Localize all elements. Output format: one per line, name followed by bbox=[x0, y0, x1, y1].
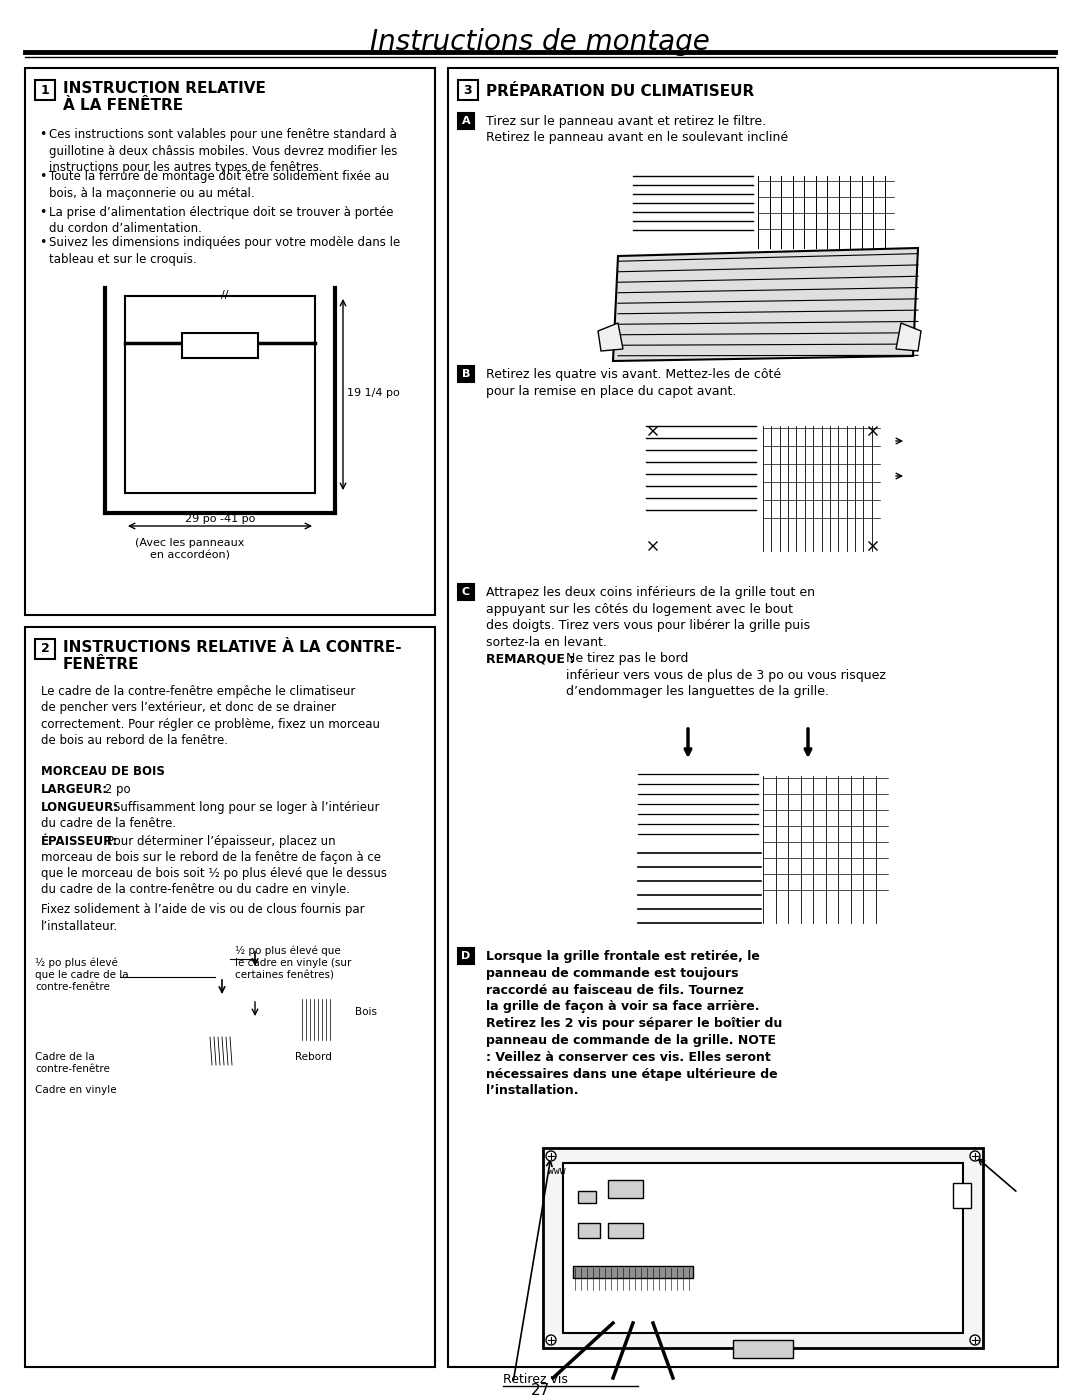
Text: Toute la ferrure de montage doit être solidement fixée au
bois, à la maçonnerie : Toute la ferrure de montage doit être so… bbox=[49, 170, 390, 200]
Text: (Avec les panneaux
en accordéon): (Avec les panneaux en accordéon) bbox=[135, 538, 245, 560]
Bar bbox=[953, 1183, 971, 1208]
Bar bbox=[608, 1222, 643, 1238]
Polygon shape bbox=[598, 323, 623, 351]
Text: morceau de bois sur le rebord de la fenêtre de façon à ce: morceau de bois sur le rebord de la fenê… bbox=[41, 851, 381, 863]
Text: D: D bbox=[461, 951, 471, 961]
Text: 2: 2 bbox=[41, 643, 50, 655]
Bar bbox=[573, 1266, 693, 1278]
Bar bbox=[448, 68, 1058, 1368]
Bar bbox=[563, 1162, 963, 1333]
Text: A: A bbox=[461, 116, 470, 126]
Text: B: B bbox=[462, 369, 470, 379]
Circle shape bbox=[970, 1151, 980, 1161]
Text: //: // bbox=[221, 291, 229, 300]
Polygon shape bbox=[613, 249, 918, 360]
Bar bbox=[578, 1192, 596, 1203]
Text: À LA FENÊTRE: À LA FENÊTRE bbox=[63, 98, 184, 113]
Text: ½ po plus élevé
que le cadre de la
contre-fenêtre: ½ po plus élevé que le cadre de la contr… bbox=[35, 957, 129, 992]
Text: Le cadre de la contre-fenêtre empêche le climatiseur
de pencher vers l’extérieur: Le cadre de la contre-fenêtre empêche le… bbox=[41, 685, 380, 747]
Bar bbox=[300, 997, 335, 1042]
Circle shape bbox=[546, 1151, 556, 1161]
Text: PRÉPARATION DU CLIMATISEUR: PRÉPARATION DU CLIMATISEUR bbox=[486, 84, 754, 99]
Bar bbox=[762, 425, 880, 553]
Text: www: www bbox=[548, 1166, 566, 1176]
Text: LARGEUR:: LARGEUR: bbox=[41, 782, 108, 796]
Text: Pour déterminer l’épaisseur, placez un: Pour déterminer l’épaisseur, placez un bbox=[107, 835, 336, 848]
Text: Ne tirez pas le bord
inférieur vers vous de plus de 3 po ou vous risquez
d’endom: Ne tirez pas le bord inférieur vers vous… bbox=[566, 652, 886, 698]
Text: 2 po: 2 po bbox=[102, 782, 131, 796]
Text: •: • bbox=[39, 205, 46, 219]
Bar bbox=[190, 1045, 320, 1067]
Bar bbox=[100, 529, 340, 541]
Text: 27: 27 bbox=[530, 1383, 550, 1397]
Bar bbox=[458, 366, 474, 381]
Bar bbox=[578, 1222, 600, 1238]
Text: Suivez les dimensions indiquées pour votre modèle dans le
tableau et sur le croq: Suivez les dimensions indiquées pour vot… bbox=[49, 236, 401, 265]
Text: que le morceau de bois soit ½ po plus élevé que le dessus: que le morceau de bois soit ½ po plus él… bbox=[41, 868, 387, 880]
Bar bbox=[762, 775, 888, 926]
Text: La prise d’alimentation électrique doit se trouver à portée
du cordon d’alimenta: La prise d’alimentation électrique doit … bbox=[49, 205, 393, 236]
Text: Suffisamment long pour se loger à l’intérieur: Suffisamment long pour se loger à l’inté… bbox=[113, 800, 379, 814]
Text: C: C bbox=[462, 587, 470, 597]
Bar bbox=[190, 988, 198, 1027]
Bar bbox=[35, 638, 55, 659]
Bar bbox=[642, 823, 727, 868]
Text: 3: 3 bbox=[463, 84, 472, 96]
Bar bbox=[25, 627, 435, 1368]
Text: •: • bbox=[39, 236, 46, 249]
Text: du cadre de la fenêtre.: du cadre de la fenêtre. bbox=[41, 817, 176, 830]
Text: Attrapez les deux coins inférieurs de la grille tout en
appuyant sur les côtés d: Attrapez les deux coins inférieurs de la… bbox=[486, 585, 815, 648]
Text: du cadre de la contre-fenêtre ou du cadre en vinyle.: du cadre de la contre-fenêtre ou du cadr… bbox=[41, 883, 350, 895]
Text: REMARQUE :: REMARQUE : bbox=[486, 652, 575, 665]
Bar bbox=[633, 766, 893, 930]
Text: INSTRUCTION RELATIVE: INSTRUCTION RELATIVE bbox=[63, 81, 266, 96]
Text: Cadre en vinyle: Cadre en vinyle bbox=[35, 1085, 117, 1095]
Text: Fixez solidement à l’aide de vis ou de clous fournis par
l’installateur.: Fixez solidement à l’aide de vis ou de c… bbox=[41, 902, 365, 933]
Text: 1: 1 bbox=[41, 84, 50, 96]
Bar bbox=[758, 170, 896, 253]
Bar bbox=[458, 80, 478, 101]
Text: Tirez sur le panneau avant et retirez le filtre.
Retirez le panneau avant en le : Tirez sur le panneau avant et retirez le… bbox=[486, 115, 788, 144]
Bar bbox=[638, 416, 888, 562]
Bar bbox=[245, 1011, 264, 1042]
Bar bbox=[458, 584, 474, 599]
Text: Rebord: Rebord bbox=[295, 1052, 332, 1062]
Text: Instructions de montage: Instructions de montage bbox=[370, 28, 710, 56]
Text: •: • bbox=[39, 129, 46, 141]
Text: Ces instructions sont valables pour une fenêtre standard à
guillotine à deux châ: Ces instructions sont valables pour une … bbox=[49, 129, 397, 175]
Bar bbox=[248, 1032, 260, 1037]
Text: •: • bbox=[39, 170, 46, 183]
Polygon shape bbox=[896, 323, 921, 351]
Bar bbox=[458, 949, 474, 964]
Bar bbox=[627, 170, 897, 253]
Text: MORCEAU DE BOIS: MORCEAU DE BOIS bbox=[41, 766, 165, 778]
Bar bbox=[85, 520, 355, 534]
Circle shape bbox=[546, 1336, 556, 1345]
Text: Retirez les quatre vis avant. Mettez-les de côté
pour la remise en place du capo: Retirez les quatre vis avant. Mettez-les… bbox=[486, 367, 781, 398]
Bar bbox=[35, 80, 55, 101]
Bar bbox=[543, 1148, 983, 1348]
Bar bbox=[458, 113, 474, 129]
Text: 19 1/4 po: 19 1/4 po bbox=[347, 388, 400, 398]
Text: Retirez vis: Retirez vis bbox=[503, 1373, 568, 1386]
Text: Lorsque la grille frontale est retirée, le
panneau de commande est toujours
racc: Lorsque la grille frontale est retirée, … bbox=[486, 950, 782, 1098]
Text: Cadre de la
contre-fenêtre: Cadre de la contre-fenêtre bbox=[35, 1052, 110, 1074]
Bar bbox=[183, 332, 258, 358]
Bar bbox=[733, 1340, 793, 1358]
Bar bbox=[210, 1003, 232, 1035]
Text: ÉPAISSEUR:: ÉPAISSEUR: bbox=[41, 835, 118, 848]
Text: INSTRUCTIONS RELATIVE À LA CONTRE-: INSTRUCTIONS RELATIVE À LA CONTRE- bbox=[63, 640, 402, 655]
Bar bbox=[608, 1180, 643, 1199]
Text: ½ po plus élevé que
le cadre en vinyle (sur
certaines fenêtres): ½ po plus élevé que le cadre en vinyle (… bbox=[235, 944, 351, 981]
Circle shape bbox=[970, 1336, 980, 1345]
Text: 29 po -41 po: 29 po -41 po bbox=[185, 514, 255, 524]
Text: FENÊTRE: FENÊTRE bbox=[63, 657, 139, 672]
Bar bbox=[25, 68, 435, 615]
Text: LONGUEUR:: LONGUEUR: bbox=[41, 800, 119, 814]
Text: Bois: Bois bbox=[355, 1007, 377, 1017]
